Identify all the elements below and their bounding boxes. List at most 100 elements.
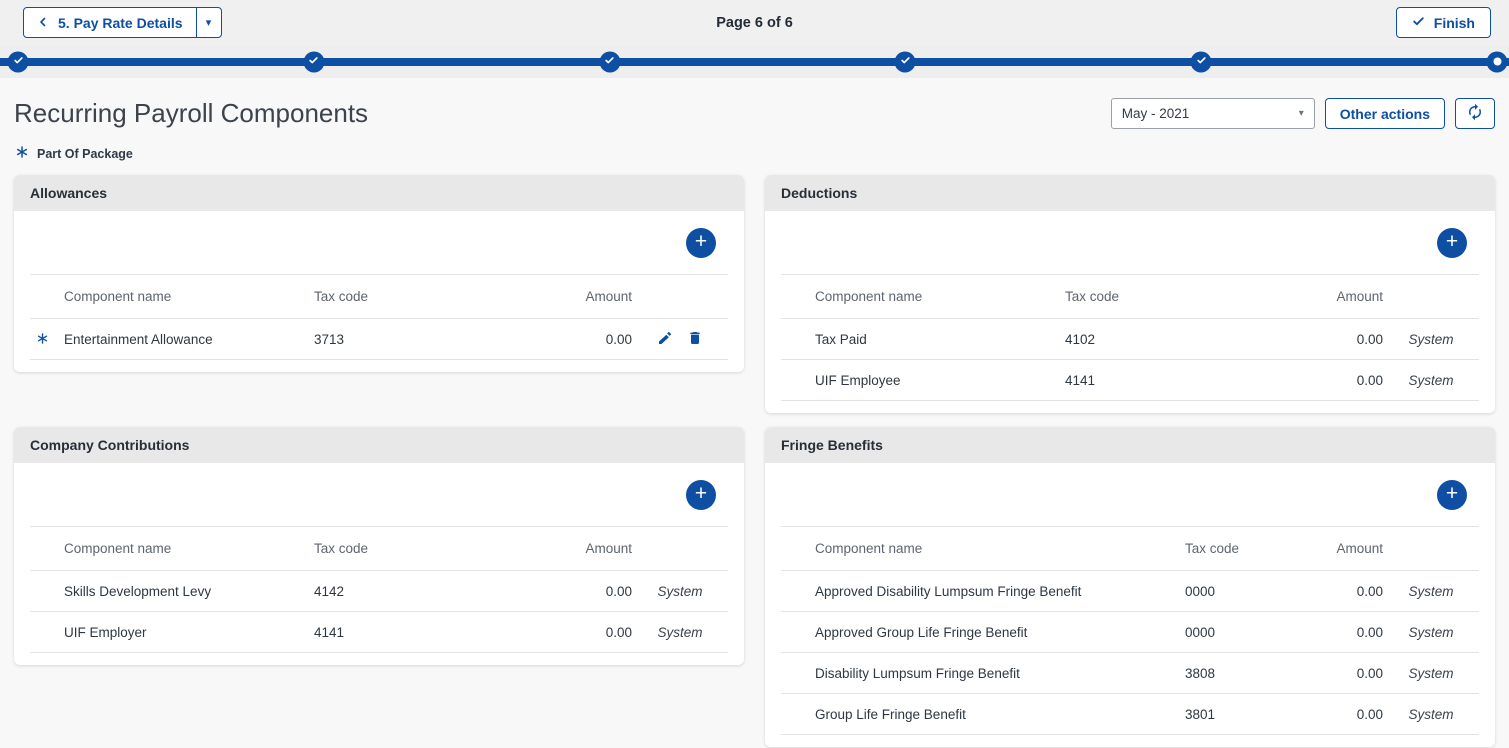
component-name: Group Life Fringe Benefit [815, 706, 966, 722]
row-source-label: System [1408, 331, 1454, 347]
plus-icon: + [694, 482, 708, 505]
row-source-label: System [1408, 583, 1454, 599]
card-title: Deductions [765, 175, 1495, 211]
back-step-dropdown-button[interactable]: ▾ [195, 8, 221, 37]
table-row: Tax Paid 4102 0.00 System [781, 319, 1479, 360]
delete-icon [687, 330, 703, 349]
table-header-row: Component name Tax code Amount [781, 275, 1479, 319]
card-company-contributions: Company Contributions + Component name Tax … [14, 427, 744, 665]
card-title: Company Contributions [14, 427, 744, 463]
column-header-tax: Tax code [314, 289, 369, 304]
progress-step-1-done[interactable] [7, 51, 29, 72]
progress-line [0, 58, 1509, 66]
tax-code: 3808 [1185, 665, 1216, 681]
page-toolbar: Recurring Payroll Components May - 2021 … [14, 98, 1495, 129]
component-name: Tax Paid [815, 331, 867, 347]
card-body: + Component name Tax code Amount Tax Paid 410… [765, 211, 1495, 413]
add-allowances-component-button[interactable]: + [686, 227, 716, 258]
back-step-label: 5. Pay Rate Details [58, 14, 183, 31]
row-source-label: System [1408, 624, 1454, 640]
table-row: UIF Employer 4141 0.00 System [30, 612, 728, 653]
component-cards-grid: Allowances + Component name Tax code Amount E… [14, 175, 1495, 747]
check-icon [1196, 56, 1206, 68]
tax-code: 0000 [1185, 624, 1216, 640]
page-title: Recurring Payroll Components [14, 98, 369, 128]
amount-value: 0.00 [1356, 706, 1383, 722]
row-source-label: System [657, 583, 703, 599]
progress-steps [7, 45, 1508, 78]
check-icon [309, 56, 319, 68]
column-header-tax: Tax code [314, 541, 369, 556]
component-name: Approved Group Life Fringe Benefit [815, 624, 1028, 640]
other-actions-button[interactable]: Other actions [1324, 98, 1445, 129]
row-source-label: System [1408, 706, 1454, 722]
table-header-row: Component name Tax code Amount [781, 527, 1479, 571]
check-icon [605, 56, 615, 68]
progress-step-3-done[interactable] [599, 51, 621, 72]
table-row: Group Life Fringe Benefit 3801 0.00 System [781, 694, 1479, 735]
card-title: Fringe Benefits [765, 427, 1495, 463]
back-step-split-button[interactable]: 5. Pay Rate Details ▾ [23, 7, 222, 38]
finish-label: Finish [1433, 14, 1475, 31]
tax-code: 3713 [314, 331, 345, 347]
component-name: Entertainment Allowance [64, 331, 213, 347]
progress-step-5-done[interactable] [1190, 51, 1212, 72]
column-header-amount: Amount [1336, 289, 1383, 304]
table-header-row: Component name Tax code Amount [30, 527, 728, 571]
row-source-label: System [1408, 372, 1454, 388]
column-header-name: Component name [64, 289, 172, 304]
table-header-row: Component name Tax code Amount [30, 275, 728, 319]
progress-step-2-done[interactable] [303, 51, 325, 72]
tax-code: 4141 [1065, 372, 1096, 388]
page-content: Recurring Payroll Components May - 2021 … [0, 78, 1509, 747]
table-row: Approved Group Life Fringe Benefit 0000 0.… [781, 612, 1479, 653]
period-select[interactable]: May - 2021 ▾ [1110, 98, 1315, 129]
caret-down-icon: ▾ [205, 17, 212, 29]
refresh-button[interactable] [1455, 98, 1495, 129]
asterisk-icon [37, 332, 48, 347]
add-row: + [781, 211, 1479, 275]
amount-value: 0.00 [605, 331, 632, 347]
check-icon [13, 56, 23, 68]
table-row: UIF Employee 4141 0.00 System [781, 360, 1479, 401]
tax-code: 3801 [1185, 706, 1216, 722]
column-header-amount: Amount [1336, 541, 1383, 556]
card-body: + Component name Tax code Amount Skills Deve… [14, 463, 744, 665]
table-row: Entertainment Allowance 3713 0.00 [30, 319, 728, 360]
wizard-progress-bar [0, 45, 1509, 78]
amount-value: 0.00 [1356, 583, 1383, 599]
finish-button[interactable]: Finish [1395, 7, 1491, 38]
add-deductions-component-button[interactable]: + [1437, 227, 1467, 258]
amount-value: 0.00 [1356, 624, 1383, 640]
asterisk-icon [16, 145, 28, 163]
table-row: Disability Lumpsum Fringe Benefit 3808 0.0… [781, 653, 1479, 694]
edit-component-button[interactable] [653, 326, 677, 353]
add-fringe-benefits-component-button[interactable]: + [1437, 479, 1467, 510]
card-allowances: Allowances + Component name Tax code Amount E… [14, 175, 744, 372]
top-navigation-bar: 5. Pay Rate Details ▾ Page 6 of 6 Finish [0, 0, 1509, 45]
tax-code: 4141 [314, 624, 345, 640]
component-name: Disability Lumpsum Fringe Benefit [815, 665, 1020, 681]
delete-component-button[interactable] [683, 326, 707, 353]
tax-code: 0000 [1185, 583, 1216, 599]
tax-code: 4142 [314, 583, 345, 599]
component-name: Skills Development Levy [64, 583, 212, 599]
add-row: + [30, 211, 728, 275]
amount-value: 0.00 [605, 624, 632, 640]
column-header-name: Component name [815, 289, 923, 304]
add-row: + [781, 463, 1479, 527]
check-icon [900, 56, 910, 68]
column-header-amount: Amount [585, 541, 632, 556]
progress-step-6-current[interactable] [1486, 51, 1508, 72]
back-step-button[interactable]: 5. Pay Rate Details [24, 8, 196, 37]
caret-down-icon: ▾ [1298, 108, 1304, 119]
amount-value: 0.00 [1356, 372, 1383, 388]
tax-code: 4102 [1065, 331, 1096, 347]
amount-value: 0.00 [1356, 331, 1383, 347]
toolbar-actions: May - 2021 ▾ Other actions [1110, 98, 1495, 129]
legend-label: Part Of Package [37, 147, 133, 161]
card-title: Allowances [14, 175, 744, 211]
column-header-tax: Tax code [1065, 289, 1120, 304]
add-company-contributions-component-button[interactable]: + [686, 479, 716, 510]
progress-step-4-done[interactable] [894, 51, 916, 72]
